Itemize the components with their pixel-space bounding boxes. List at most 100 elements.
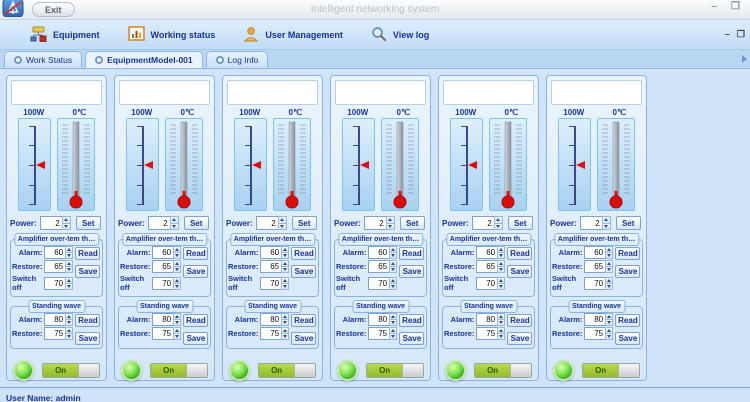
amp-read-button[interactable]: Read — [615, 247, 641, 260]
sw-alarm-input[interactable] — [152, 313, 174, 326]
amp-restore-input[interactable] — [260, 260, 282, 273]
spin-up-icon[interactable] — [173, 246, 182, 253]
spin-up-icon[interactable] — [173, 327, 182, 334]
amp-save-button[interactable]: Save — [291, 265, 317, 278]
spin-down-icon[interactable] — [281, 267, 290, 273]
amp-read-button[interactable]: Read — [399, 247, 425, 260]
spin-down-icon[interactable] — [281, 253, 290, 259]
sw-restore-input[interactable] — [476, 327, 498, 340]
amp-alarm-input[interactable] — [368, 246, 390, 259]
power-spin-up-icon[interactable] — [493, 216, 503, 224]
amp-switch-off-input[interactable] — [476, 276, 498, 290]
power-spin-down-icon[interactable] — [493, 223, 503, 230]
sw-restore-input[interactable] — [152, 327, 174, 340]
amp-switch-off-input[interactable] — [368, 276, 390, 290]
power-spin-up-icon[interactable] — [277, 216, 287, 224]
tab-work-status[interactable]: Work Status — [4, 51, 83, 68]
spin-down-icon[interactable] — [65, 253, 74, 259]
tab-scroll-right-icon[interactable] — [742, 55, 747, 63]
sw-restore-input[interactable] — [368, 327, 390, 340]
power-spin-up-icon[interactable] — [601, 216, 611, 224]
amp-restore-input[interactable] — [44, 260, 66, 273]
spin-up-icon[interactable] — [281, 313, 290, 320]
spin-down-icon[interactable] — [389, 267, 398, 273]
spin-up-icon[interactable] — [173, 260, 182, 267]
window-minimize-icon[interactable]: – — [711, 1, 718, 12]
amp-alarm-input[interactable] — [44, 246, 66, 259]
on-toggle-button[interactable]: On — [366, 363, 424, 378]
sw-read-button[interactable]: Read — [615, 314, 641, 327]
spin-up-icon[interactable] — [497, 327, 506, 334]
power-set-button[interactable]: Set — [399, 216, 425, 230]
spin-up-icon[interactable] — [281, 276, 290, 284]
spin-down-icon[interactable] — [497, 283, 506, 290]
on-toggle-button[interactable]: On — [258, 363, 316, 378]
spin-down-icon[interactable] — [65, 334, 74, 340]
spin-down-icon[interactable] — [173, 267, 182, 273]
amp-switch-off-input[interactable] — [152, 276, 174, 290]
spin-up-icon[interactable] — [65, 260, 74, 267]
toolbar-equipment-button[interactable]: Equipment — [30, 26, 100, 44]
amp-alarm-input[interactable] — [260, 246, 282, 259]
spin-down-icon[interactable] — [497, 320, 506, 326]
spin-down-icon[interactable] — [389, 283, 398, 290]
spin-down-icon[interactable] — [389, 320, 398, 326]
spin-down-icon[interactable] — [605, 253, 614, 259]
power-spin-down-icon[interactable] — [385, 223, 395, 230]
power-set-button[interactable]: Set — [615, 216, 641, 230]
exit-button[interactable]: Exit — [32, 2, 75, 17]
sw-alarm-input[interactable] — [368, 313, 390, 326]
sw-save-button[interactable]: Save — [75, 332, 101, 345]
sw-alarm-input[interactable] — [260, 313, 282, 326]
spin-up-icon[interactable] — [497, 246, 506, 253]
sw-alarm-input[interactable] — [584, 313, 606, 326]
amp-read-button[interactable]: Read — [183, 247, 209, 260]
on-toggle-grip[interactable] — [78, 364, 99, 377]
amp-save-button[interactable]: Save — [615, 265, 641, 278]
sw-read-button[interactable]: Read — [507, 314, 533, 327]
spin-down-icon[interactable] — [173, 283, 182, 290]
amp-save-button[interactable]: Save — [507, 265, 533, 278]
amp-restore-input[interactable] — [368, 260, 390, 273]
on-toggle-grip[interactable] — [618, 364, 639, 377]
spin-up-icon[interactable] — [605, 260, 614, 267]
spin-up-icon[interactable] — [497, 260, 506, 267]
sw-read-button[interactable]: Read — [291, 314, 317, 327]
power-set-button[interactable]: Set — [507, 216, 533, 230]
mdi-restore-icon[interactable]: ❐ — [736, 29, 745, 39]
spin-down-icon[interactable] — [605, 283, 614, 290]
window-maximize-icon[interactable]: ❐ — [731, 1, 740, 12]
power-spin-down-icon[interactable] — [169, 223, 179, 230]
sw-save-button[interactable]: Save — [615, 332, 641, 345]
sw-read-button[interactable]: Read — [75, 314, 101, 327]
spin-down-icon[interactable] — [173, 253, 182, 259]
sw-save-button[interactable]: Save — [183, 332, 209, 345]
amp-switch-off-input[interactable] — [584, 276, 606, 290]
amp-switch-off-input[interactable] — [260, 276, 282, 290]
on-toggle-grip[interactable] — [186, 364, 207, 377]
spin-down-icon[interactable] — [497, 334, 506, 340]
spin-up-icon[interactable] — [389, 246, 398, 253]
power-set-button[interactable]: Set — [75, 216, 101, 230]
sw-restore-input[interactable] — [44, 327, 66, 340]
amp-save-button[interactable]: Save — [183, 265, 209, 278]
sw-save-button[interactable]: Save — [399, 332, 425, 345]
amp-restore-input[interactable] — [584, 260, 606, 273]
power-set-button[interactable]: Set — [291, 216, 317, 230]
sw-read-button[interactable]: Read — [183, 314, 209, 327]
power-input[interactable] — [255, 216, 278, 230]
amp-switch-off-input[interactable] — [44, 276, 66, 290]
spin-up-icon[interactable] — [173, 313, 182, 320]
spin-up-icon[interactable] — [65, 327, 74, 334]
spin-down-icon[interactable] — [65, 320, 74, 326]
spin-down-icon[interactable] — [281, 334, 290, 340]
power-input[interactable] — [471, 216, 494, 230]
amp-restore-input[interactable] — [152, 260, 174, 273]
power-input[interactable] — [579, 216, 602, 230]
spin-down-icon[interactable] — [281, 283, 290, 290]
sw-alarm-input[interactable] — [44, 313, 66, 326]
mdi-minimize-icon[interactable]: – — [724, 29, 730, 39]
sw-save-button[interactable]: Save — [291, 332, 317, 345]
spin-up-icon[interactable] — [605, 276, 614, 284]
tab-equipment-model-001[interactable]: EquipmentModel-001 — [85, 51, 203, 68]
